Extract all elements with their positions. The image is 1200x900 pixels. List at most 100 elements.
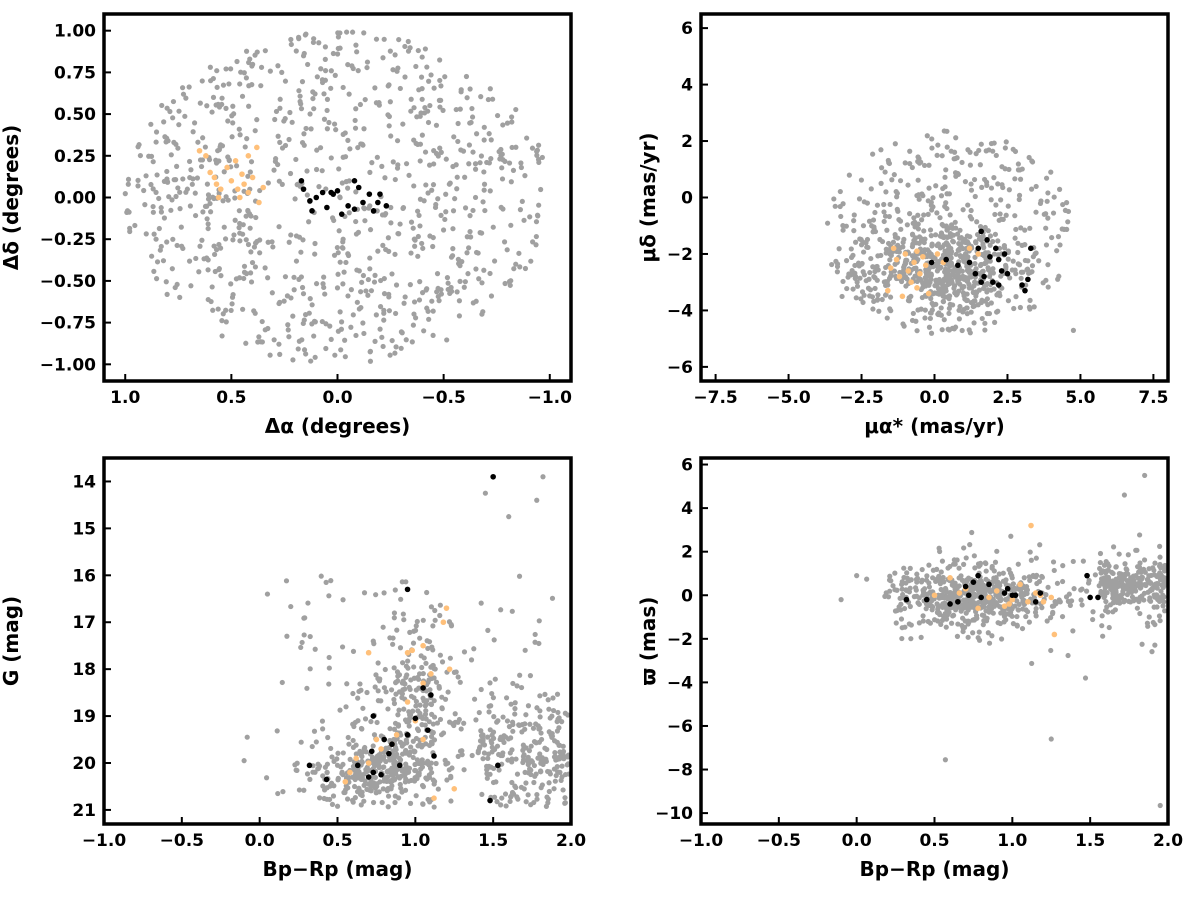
black-member-point: [984, 237, 990, 243]
field-star-point: [284, 633, 290, 639]
field-star-point: [177, 294, 183, 300]
field-star-point: [282, 142, 289, 149]
field-star-point: [371, 641, 377, 647]
field-star-point: [939, 617, 946, 623]
field-star-point: [1138, 576, 1144, 583]
field-star-point: [919, 217, 925, 223]
field-star-point: [391, 615, 397, 621]
field-star-point: [204, 103, 210, 109]
field-star-point: [182, 113, 188, 119]
field-star-point: [380, 786, 386, 792]
field-star-point: [512, 711, 518, 717]
field-star-point: [915, 212, 921, 218]
field-star-point: [881, 218, 887, 225]
field-star-point: [975, 584, 981, 590]
field-star-point: [943, 624, 949, 630]
field-star-point: [1128, 575, 1134, 581]
field-star-point: [1059, 578, 1066, 585]
field-star-point: [494, 799, 500, 805]
field-star-point: [286, 136, 292, 143]
field-star-point: [981, 245, 987, 251]
field-star-point: [300, 237, 306, 243]
field-star-point: [472, 166, 479, 172]
field-star-point: [527, 673, 534, 679]
field-star-point: [270, 244, 276, 250]
field-star-point: [972, 254, 978, 260]
field-star-point: [1146, 614, 1152, 620]
field-star-point: [1029, 159, 1036, 165]
field-star-point: [1038, 198, 1044, 204]
field-star-point: [989, 563, 995, 570]
field-star-point: [344, 796, 351, 802]
field-star-point: [239, 93, 246, 99]
field-star-point: [419, 722, 425, 728]
black-member-point: [404, 586, 411, 593]
field-star-point: [492, 676, 498, 682]
field-star-point: [340, 84, 346, 91]
field-star-point: [405, 658, 411, 664]
field-star-point: [872, 285, 878, 292]
field-star-point: [480, 756, 486, 762]
field-star-point: [153, 276, 160, 282]
field-star-point: [513, 106, 519, 113]
field-star-point: [1043, 211, 1049, 217]
black-member-point: [978, 594, 984, 601]
field-star-point: [1032, 609, 1039, 615]
field-star-point: [1106, 624, 1112, 631]
field-star-point: [350, 312, 356, 318]
black-member-point: [975, 572, 981, 579]
field-star-point: [331, 121, 338, 127]
field-star-point: [944, 589, 950, 595]
field-star-point: [491, 637, 497, 643]
field-star-point: [420, 695, 426, 701]
orange-member-point: [975, 251, 982, 257]
field-star-point: [387, 99, 393, 105]
field-star-point: [395, 712, 401, 718]
field-star-point: [335, 328, 341, 334]
field-star-point: [361, 798, 367, 804]
field-star-point: [987, 233, 994, 239]
field-star-point: [938, 569, 944, 575]
field-star-point: [486, 131, 492, 137]
field-star-point: [1078, 597, 1084, 603]
field-star-point: [219, 318, 225, 324]
field-star-point: [411, 137, 417, 143]
field-star-point: [321, 284, 327, 291]
orange-member-point: [409, 647, 416, 654]
field-star-point: [169, 197, 175, 203]
field-star-point: [938, 586, 944, 593]
field-star-point: [956, 565, 962, 571]
x-tick-label: 5.0: [1065, 388, 1095, 408]
field-star-point: [900, 321, 906, 327]
field-star-point: [314, 74, 320, 80]
field-star-point: [413, 698, 420, 705]
field-star-point: [860, 269, 866, 275]
field-star-point: [1001, 619, 1007, 625]
black-member-point: [370, 208, 377, 214]
field-star-point: [413, 703, 419, 709]
field-star-point: [417, 158, 423, 164]
field-star-point: [280, 789, 286, 795]
field-star-point: [1010, 146, 1016, 152]
field-star-point: [170, 115, 176, 121]
field-star-point: [837, 203, 843, 210]
field-star-point: [290, 357, 296, 363]
black-member-point: [947, 601, 953, 607]
field-star-point: [211, 243, 217, 249]
field-star-point: [415, 760, 421, 766]
field-star-point: [886, 213, 892, 220]
field-star-point: [1147, 580, 1154, 586]
field-star-point: [928, 295, 934, 302]
field-star-point: [267, 352, 273, 358]
orange-member-point: [420, 680, 426, 687]
field-star-point: [538, 785, 544, 791]
field-star-point: [488, 764, 494, 770]
field-star-point: [385, 787, 391, 793]
field-star-point: [262, 265, 268, 271]
field-star-point: [302, 32, 308, 38]
field-star-point: [365, 276, 371, 283]
field-star-point: [950, 268, 956, 274]
field-star-point: [470, 207, 476, 214]
field-star-point: [346, 210, 352, 216]
field-star-point: [308, 126, 314, 132]
